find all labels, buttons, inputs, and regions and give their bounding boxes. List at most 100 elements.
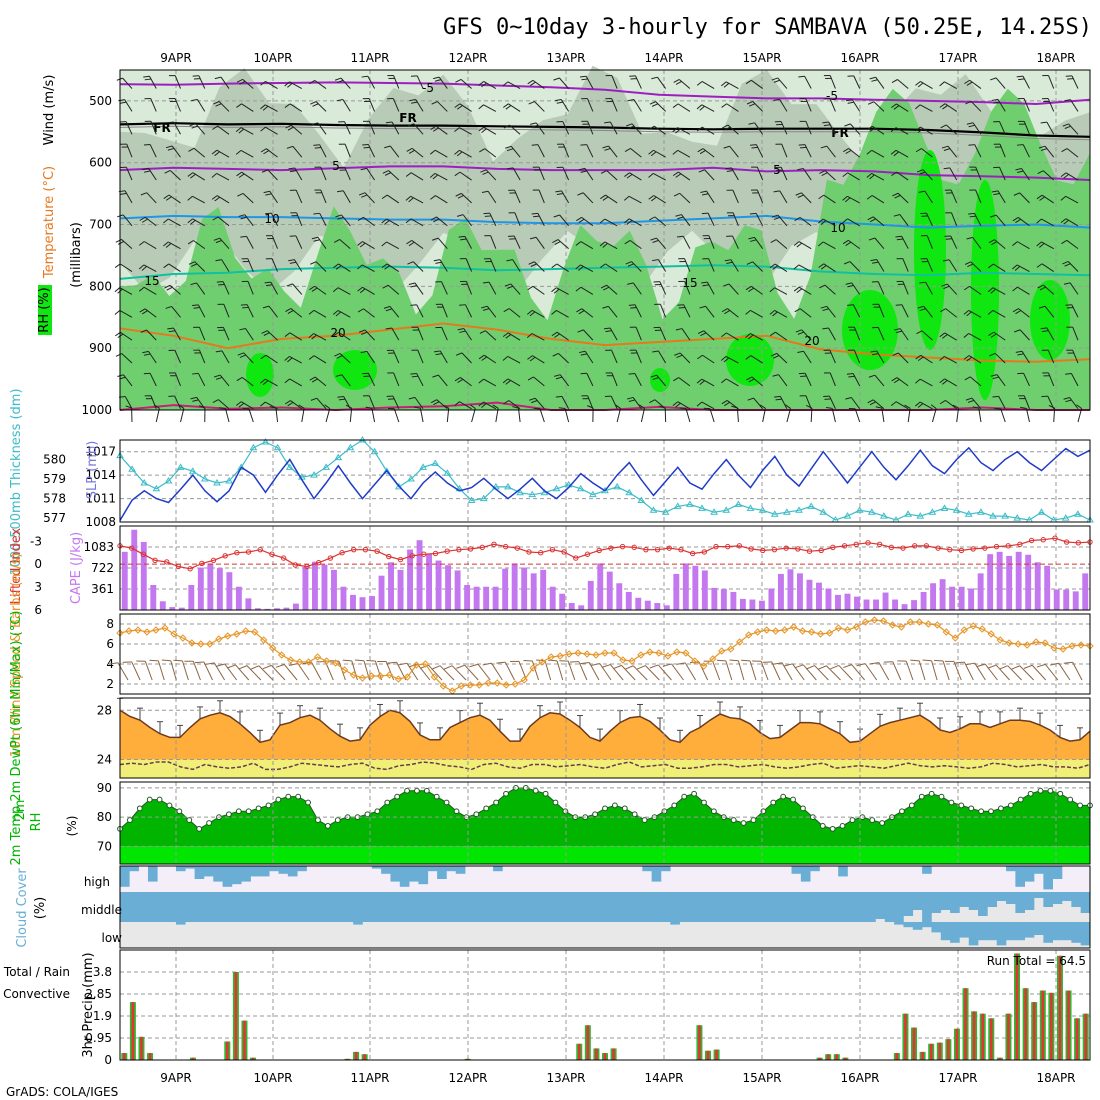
upper-wind-barb-10-28-feather-0 [794,308,801,313]
wind10m-point-72 [762,626,771,634]
upper-wind-barb-5-18-feather-1 [556,192,564,195]
upper-wind-barb-9-4 [216,281,230,295]
upper-wind-barb-3-2-feather-0 [165,145,173,149]
upper-wind-barb-9-11-feather-0 [382,284,389,289]
upper-wind-barb-4-33-staff [922,169,933,181]
upper-wind-barb-7-34-staff [950,235,958,249]
upper-wind-barb-0-8-staff [314,79,327,89]
upper-wind-barb-8-25 [724,259,739,272]
upper-wind-barb-8-16-staff [512,259,521,272]
thickness-point-72 [989,512,997,519]
upper-wind-barb-1-5 [236,103,254,112]
upper-wind-barb-4-28 [797,167,812,181]
rh2m-point-18 [295,793,302,800]
cape-bar-70 [787,569,794,610]
upper-wind-barb-7-11-staff [386,241,400,250]
upper-wind-barb-8-11-feather-1 [384,265,390,270]
upper-wind-barb-3-31 [866,149,885,158]
upper-wind-barb-8-5 [241,258,254,272]
upper-wind-barb-13-30 [846,373,861,387]
surface-wind10m-barb-8-feather-0 [205,662,215,665]
surface-wind10m-barb-4 [161,659,177,681]
upper-wind-barb-2-30-staff [849,123,861,135]
surface-wind10m-barb-17-staff [324,661,334,681]
upper-wind-barb-2-4-feather-0 [212,125,218,130]
upper-wind-barb-7-1-feather-0 [138,241,145,246]
upper-wind-barb-8-37-staff [1016,264,1030,272]
temp2m-axis-label: 2m Temp 2m DewPt (6hr Min/Max) (°C) [9,611,24,866]
surface-wind10m-barb-33-staff [518,661,527,681]
upper-wind-barb-8-30-feather-0 [843,261,851,265]
cloud-low-cell-103 [1080,922,1091,946]
top-day-label-5: 14APR [644,51,683,65]
upper-wind-barb-10-14-staff [465,304,473,318]
upper-wind-barb-8-12-staff [412,261,424,272]
upper-wind-barb-2-13-staff [435,125,448,135]
cloud-level-low: low [102,931,123,945]
upper-wind-barb-13-33 [915,378,933,387]
cloud-high-cell-36 [455,866,466,874]
wind10m-point-1 [125,627,133,635]
upper-wind-barb-7-1-staff [143,241,157,250]
upper-wind-barb-14-32 [890,401,909,410]
rh-saturated-6 [971,180,999,400]
upper-wind-barb-7-37 [1012,241,1030,250]
upper-wind-barb-7-2-staff [167,241,181,250]
upper-wind-barb-4-37-feather-1 [1017,170,1024,173]
upper-wind-barb-3-4-feather-0 [211,149,218,155]
wind10m-point-11 [215,635,223,643]
cape-bar-65 [739,598,746,610]
upper-wind-barb-6-31-feather-0 [867,216,874,221]
surface-wind-barb-12-feather-0 [414,406,421,409]
surface-wind-barb-5-staff [248,408,254,423]
upper-wind-barb-11-17-staff [531,333,545,341]
upper-wind-barb-0-9-staff [340,77,351,89]
upper-wind-barb-2-15-feather-1 [481,128,487,134]
cloud-middle-cell-44 [530,892,541,922]
upper-wind-barb-14-26-staff [753,397,764,410]
rh2m-point-11 [225,811,232,818]
upper-wind-barb-12-17 [527,355,545,364]
upper-wind-barb-0-12-staff [416,75,424,89]
upper-wind-barb-2-24-staff [701,126,715,135]
lifted-point-46 [654,546,661,553]
upper-wind-barb-11-24-feather-0 [697,330,704,335]
upper-wind-barb-13-15-feather-0 [478,378,484,384]
upper-wind-barb-11-7-feather-0 [284,332,291,338]
upper-wind-barb-1-7-feather-0 [284,103,291,108]
upper-wind-barb-7-28-feather-0 [793,241,800,246]
wind10m-point-52 [583,650,591,658]
upper-wind-barb-2-3 [189,123,206,135]
surface-wind-barb-19-feather-0 [587,405,594,409]
upper-wind-barb-11-8-feather-0 [308,333,315,338]
surface-wind10m-barb-29-staff [464,664,479,681]
upper-wind-barb-7-10-feather-0 [357,241,363,246]
upper-wind-barb-3-17 [531,144,545,158]
upper-wind-barb-11-17-feather-0 [526,333,533,338]
upper-wind-barb-7-38-feather-0 [1036,241,1042,247]
upper-wind-barb-8-11-staff [386,263,400,272]
upper-wind-barb-5-5-feather-0 [237,192,244,197]
upper-wind-barb-6-37-feather-0 [1012,217,1019,222]
precip-conv-bar-96 [947,1039,950,1060]
upper-wind-barb-0-10-staff [367,76,376,89]
cloud-middle-cell-100 [1052,892,1063,904]
rh2m-point-57 [681,793,688,800]
upper-wind-barb-14-8 [310,397,327,410]
upper-wind-barb-0-23-staff [678,79,691,89]
upper-wind-barb-14-7-feather-1 [287,401,294,407]
upper-wind-barb-13-27-staff [778,374,788,387]
cloud-middle-cell-32 [418,892,429,922]
upper-wind-barb-8-31-feather-0 [870,259,877,262]
dewpt-band [120,759,1090,778]
cape-bar-69 [777,573,784,610]
upper-wind-barb-14-12 [408,396,424,410]
surface-wind10m-barb-78-staff [1058,663,1071,681]
upper-wind-barb-3-11-feather-0 [384,145,391,149]
lifted-point-80 [1052,535,1058,541]
lifted-point-34 [514,545,521,551]
upper-wind-barb-6-26-feather-0 [749,212,757,215]
upper-wind-barb-0-32 [891,79,909,89]
upper-wind-barb-10-29-staff [826,305,836,318]
rh2m-point-9 [206,820,212,826]
